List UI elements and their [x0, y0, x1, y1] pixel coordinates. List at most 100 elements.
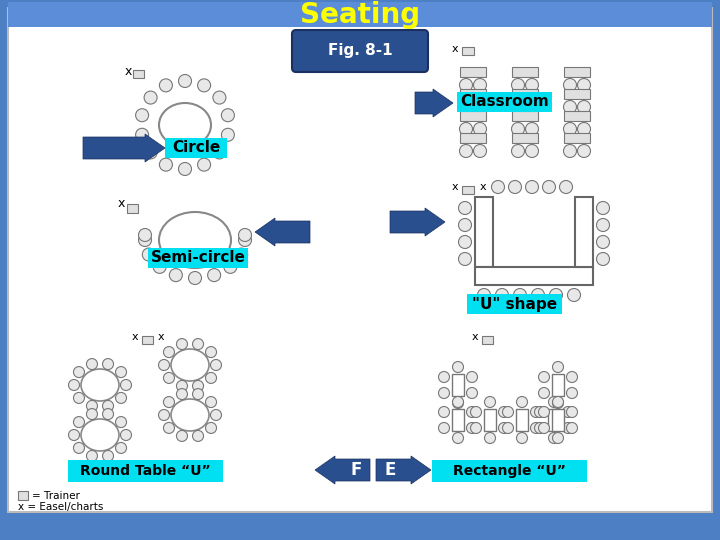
Bar — [575, 197, 593, 267]
Circle shape — [158, 409, 169, 421]
Circle shape — [135, 129, 148, 141]
Circle shape — [596, 253, 610, 266]
FancyBboxPatch shape — [165, 138, 227, 158]
Circle shape — [68, 380, 79, 390]
Bar — [127, 204, 138, 213]
Circle shape — [526, 100, 539, 113]
Circle shape — [115, 367, 127, 377]
Circle shape — [567, 422, 577, 434]
Ellipse shape — [159, 103, 211, 147]
Bar — [142, 336, 153, 344]
Circle shape — [516, 396, 528, 408]
Circle shape — [459, 123, 472, 136]
Bar — [564, 133, 590, 143]
Bar — [133, 70, 144, 78]
Circle shape — [213, 146, 226, 159]
Circle shape — [73, 442, 84, 454]
Circle shape — [577, 78, 590, 91]
Circle shape — [197, 79, 210, 92]
Circle shape — [511, 100, 524, 113]
Bar — [452, 409, 464, 431]
Circle shape — [459, 100, 472, 113]
Circle shape — [567, 288, 580, 301]
Text: Circle: Circle — [172, 140, 220, 156]
Circle shape — [73, 367, 84, 377]
Text: B: B — [389, 94, 401, 112]
Circle shape — [526, 145, 539, 158]
Circle shape — [467, 422, 477, 434]
Circle shape — [467, 372, 477, 382]
Circle shape — [474, 123, 487, 136]
Circle shape — [531, 407, 541, 417]
Circle shape — [459, 219, 472, 232]
Circle shape — [238, 228, 251, 241]
Bar — [460, 89, 486, 99]
Circle shape — [179, 163, 192, 176]
Circle shape — [513, 288, 526, 301]
Circle shape — [438, 388, 449, 399]
Bar — [460, 111, 486, 121]
Circle shape — [552, 433, 564, 443]
Ellipse shape — [171, 399, 209, 431]
Bar — [475, 197, 493, 267]
Circle shape — [235, 248, 248, 261]
Circle shape — [86, 450, 97, 461]
Circle shape — [552, 397, 564, 408]
Circle shape — [459, 235, 472, 248]
Circle shape — [498, 422, 510, 434]
Circle shape — [102, 359, 114, 369]
Circle shape — [438, 422, 449, 434]
Circle shape — [549, 288, 562, 301]
Text: D: D — [363, 213, 377, 231]
Text: Classroom: Classroom — [460, 94, 549, 110]
Circle shape — [549, 396, 559, 408]
Circle shape — [120, 429, 132, 441]
Circle shape — [470, 407, 482, 417]
Circle shape — [511, 145, 524, 158]
Circle shape — [485, 396, 495, 408]
Circle shape — [534, 422, 546, 434]
Circle shape — [477, 288, 490, 301]
Circle shape — [438, 372, 449, 382]
Circle shape — [567, 407, 577, 417]
Text: Semi-circle: Semi-circle — [150, 251, 246, 266]
Circle shape — [542, 180, 556, 193]
Circle shape — [452, 397, 464, 408]
Circle shape — [552, 361, 564, 373]
Circle shape — [73, 416, 84, 428]
Circle shape — [531, 288, 544, 301]
Circle shape — [539, 422, 549, 434]
Circle shape — [467, 407, 477, 417]
Circle shape — [86, 409, 97, 420]
Bar — [512, 89, 538, 99]
FancyArrow shape — [376, 456, 431, 484]
Text: x: x — [480, 182, 487, 192]
Circle shape — [238, 233, 251, 246]
Bar — [552, 374, 564, 396]
Circle shape — [511, 78, 524, 91]
Circle shape — [564, 123, 577, 136]
Bar — [18, 491, 28, 500]
Circle shape — [531, 422, 541, 434]
Ellipse shape — [171, 349, 209, 381]
Ellipse shape — [81, 419, 119, 451]
Circle shape — [158, 360, 169, 370]
Text: Rectangle “U”: Rectangle “U” — [453, 464, 566, 478]
Circle shape — [474, 100, 487, 113]
Circle shape — [224, 260, 237, 273]
Circle shape — [86, 401, 97, 411]
FancyArrow shape — [415, 89, 453, 117]
Circle shape — [549, 433, 559, 443]
Circle shape — [159, 79, 172, 92]
Circle shape — [452, 433, 464, 443]
Circle shape — [564, 78, 577, 91]
Circle shape — [474, 78, 487, 91]
FancyBboxPatch shape — [148, 248, 248, 268]
Circle shape — [205, 373, 217, 383]
Circle shape — [564, 100, 577, 113]
Circle shape — [221, 109, 235, 122]
Text: C: C — [324, 223, 336, 241]
Circle shape — [192, 380, 204, 392]
FancyArrow shape — [390, 208, 445, 236]
Circle shape — [192, 389, 204, 400]
